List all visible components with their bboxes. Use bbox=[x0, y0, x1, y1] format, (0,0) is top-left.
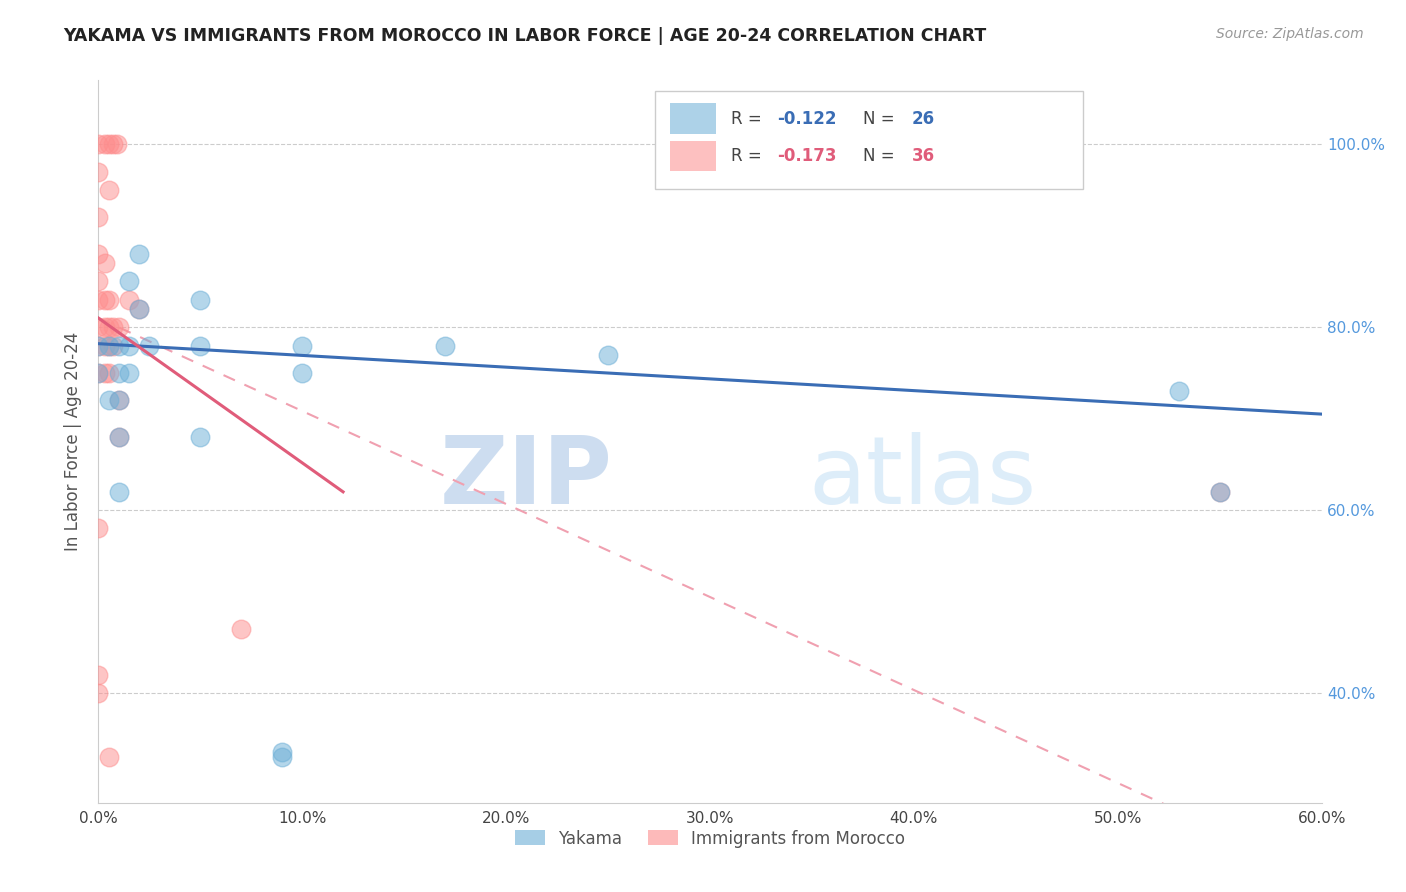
Y-axis label: In Labor Force | Age 20-24: In Labor Force | Age 20-24 bbox=[63, 332, 82, 551]
Text: N =: N = bbox=[863, 147, 900, 165]
Point bbox=[434, 338, 457, 352]
Point bbox=[118, 275, 141, 289]
Point bbox=[93, 320, 115, 334]
Point bbox=[138, 338, 160, 352]
Point bbox=[87, 338, 110, 352]
Point bbox=[87, 366, 110, 380]
Point bbox=[87, 275, 110, 289]
Point bbox=[87, 247, 110, 261]
Text: 36: 36 bbox=[912, 147, 935, 165]
Point bbox=[87, 686, 110, 700]
Point bbox=[108, 320, 131, 334]
Point bbox=[87, 211, 110, 225]
Point bbox=[97, 320, 120, 334]
Point bbox=[108, 484, 131, 499]
Point bbox=[87, 137, 110, 152]
Text: N =: N = bbox=[863, 110, 900, 128]
Point bbox=[87, 521, 110, 535]
Point bbox=[97, 137, 120, 152]
Text: atlas: atlas bbox=[808, 432, 1036, 524]
Point bbox=[93, 256, 115, 270]
Point bbox=[108, 338, 131, 352]
Point bbox=[1209, 484, 1232, 499]
Point bbox=[87, 165, 110, 179]
Bar bbox=[655, 91, 1083, 189]
Point bbox=[97, 338, 120, 352]
Text: -0.173: -0.173 bbox=[778, 147, 837, 165]
Point bbox=[97, 338, 120, 352]
Point bbox=[118, 293, 141, 307]
Point bbox=[108, 393, 131, 408]
Text: Source: ZipAtlas.com: Source: ZipAtlas.com bbox=[1216, 27, 1364, 41]
Point bbox=[97, 293, 120, 307]
Point bbox=[93, 137, 115, 152]
Point bbox=[97, 393, 120, 408]
Point bbox=[128, 247, 150, 261]
Point bbox=[108, 393, 131, 408]
Point bbox=[188, 338, 212, 352]
Text: R =: R = bbox=[731, 110, 766, 128]
Point bbox=[101, 338, 124, 352]
Point bbox=[101, 320, 124, 334]
Point bbox=[87, 667, 110, 681]
Point bbox=[105, 137, 128, 152]
Point bbox=[291, 366, 314, 380]
Point bbox=[128, 301, 150, 316]
Point bbox=[101, 137, 124, 152]
Point bbox=[87, 338, 110, 352]
Bar bbox=[669, 141, 716, 171]
Point bbox=[128, 301, 150, 316]
Text: YAKAMA VS IMMIGRANTS FROM MOROCCO IN LABOR FORCE | AGE 20-24 CORRELATION CHART: YAKAMA VS IMMIGRANTS FROM MOROCCO IN LAB… bbox=[63, 27, 987, 45]
Text: ZIP: ZIP bbox=[439, 432, 612, 524]
Point bbox=[97, 183, 120, 197]
Point bbox=[108, 430, 131, 444]
Point bbox=[598, 348, 620, 362]
Text: 26: 26 bbox=[912, 110, 935, 128]
Point bbox=[87, 366, 110, 380]
Point bbox=[108, 366, 131, 380]
Point bbox=[97, 366, 120, 380]
Point bbox=[93, 338, 115, 352]
Point bbox=[118, 338, 141, 352]
Point bbox=[188, 430, 212, 444]
Point bbox=[87, 293, 110, 307]
Point bbox=[270, 750, 294, 764]
Text: R =: R = bbox=[731, 147, 766, 165]
Point bbox=[1209, 484, 1232, 499]
Point bbox=[1167, 384, 1189, 399]
Point bbox=[118, 366, 141, 380]
Point bbox=[231, 622, 253, 636]
Point bbox=[97, 750, 120, 764]
Legend: Yakama, Immigrants from Morocco: Yakama, Immigrants from Morocco bbox=[508, 822, 912, 856]
Point bbox=[108, 430, 131, 444]
Point bbox=[270, 746, 294, 760]
Point bbox=[188, 293, 212, 307]
Bar bbox=[669, 103, 716, 134]
Point bbox=[93, 293, 115, 307]
Text: -0.122: -0.122 bbox=[778, 110, 837, 128]
Point bbox=[87, 320, 110, 334]
Point bbox=[93, 366, 115, 380]
Point bbox=[291, 338, 314, 352]
